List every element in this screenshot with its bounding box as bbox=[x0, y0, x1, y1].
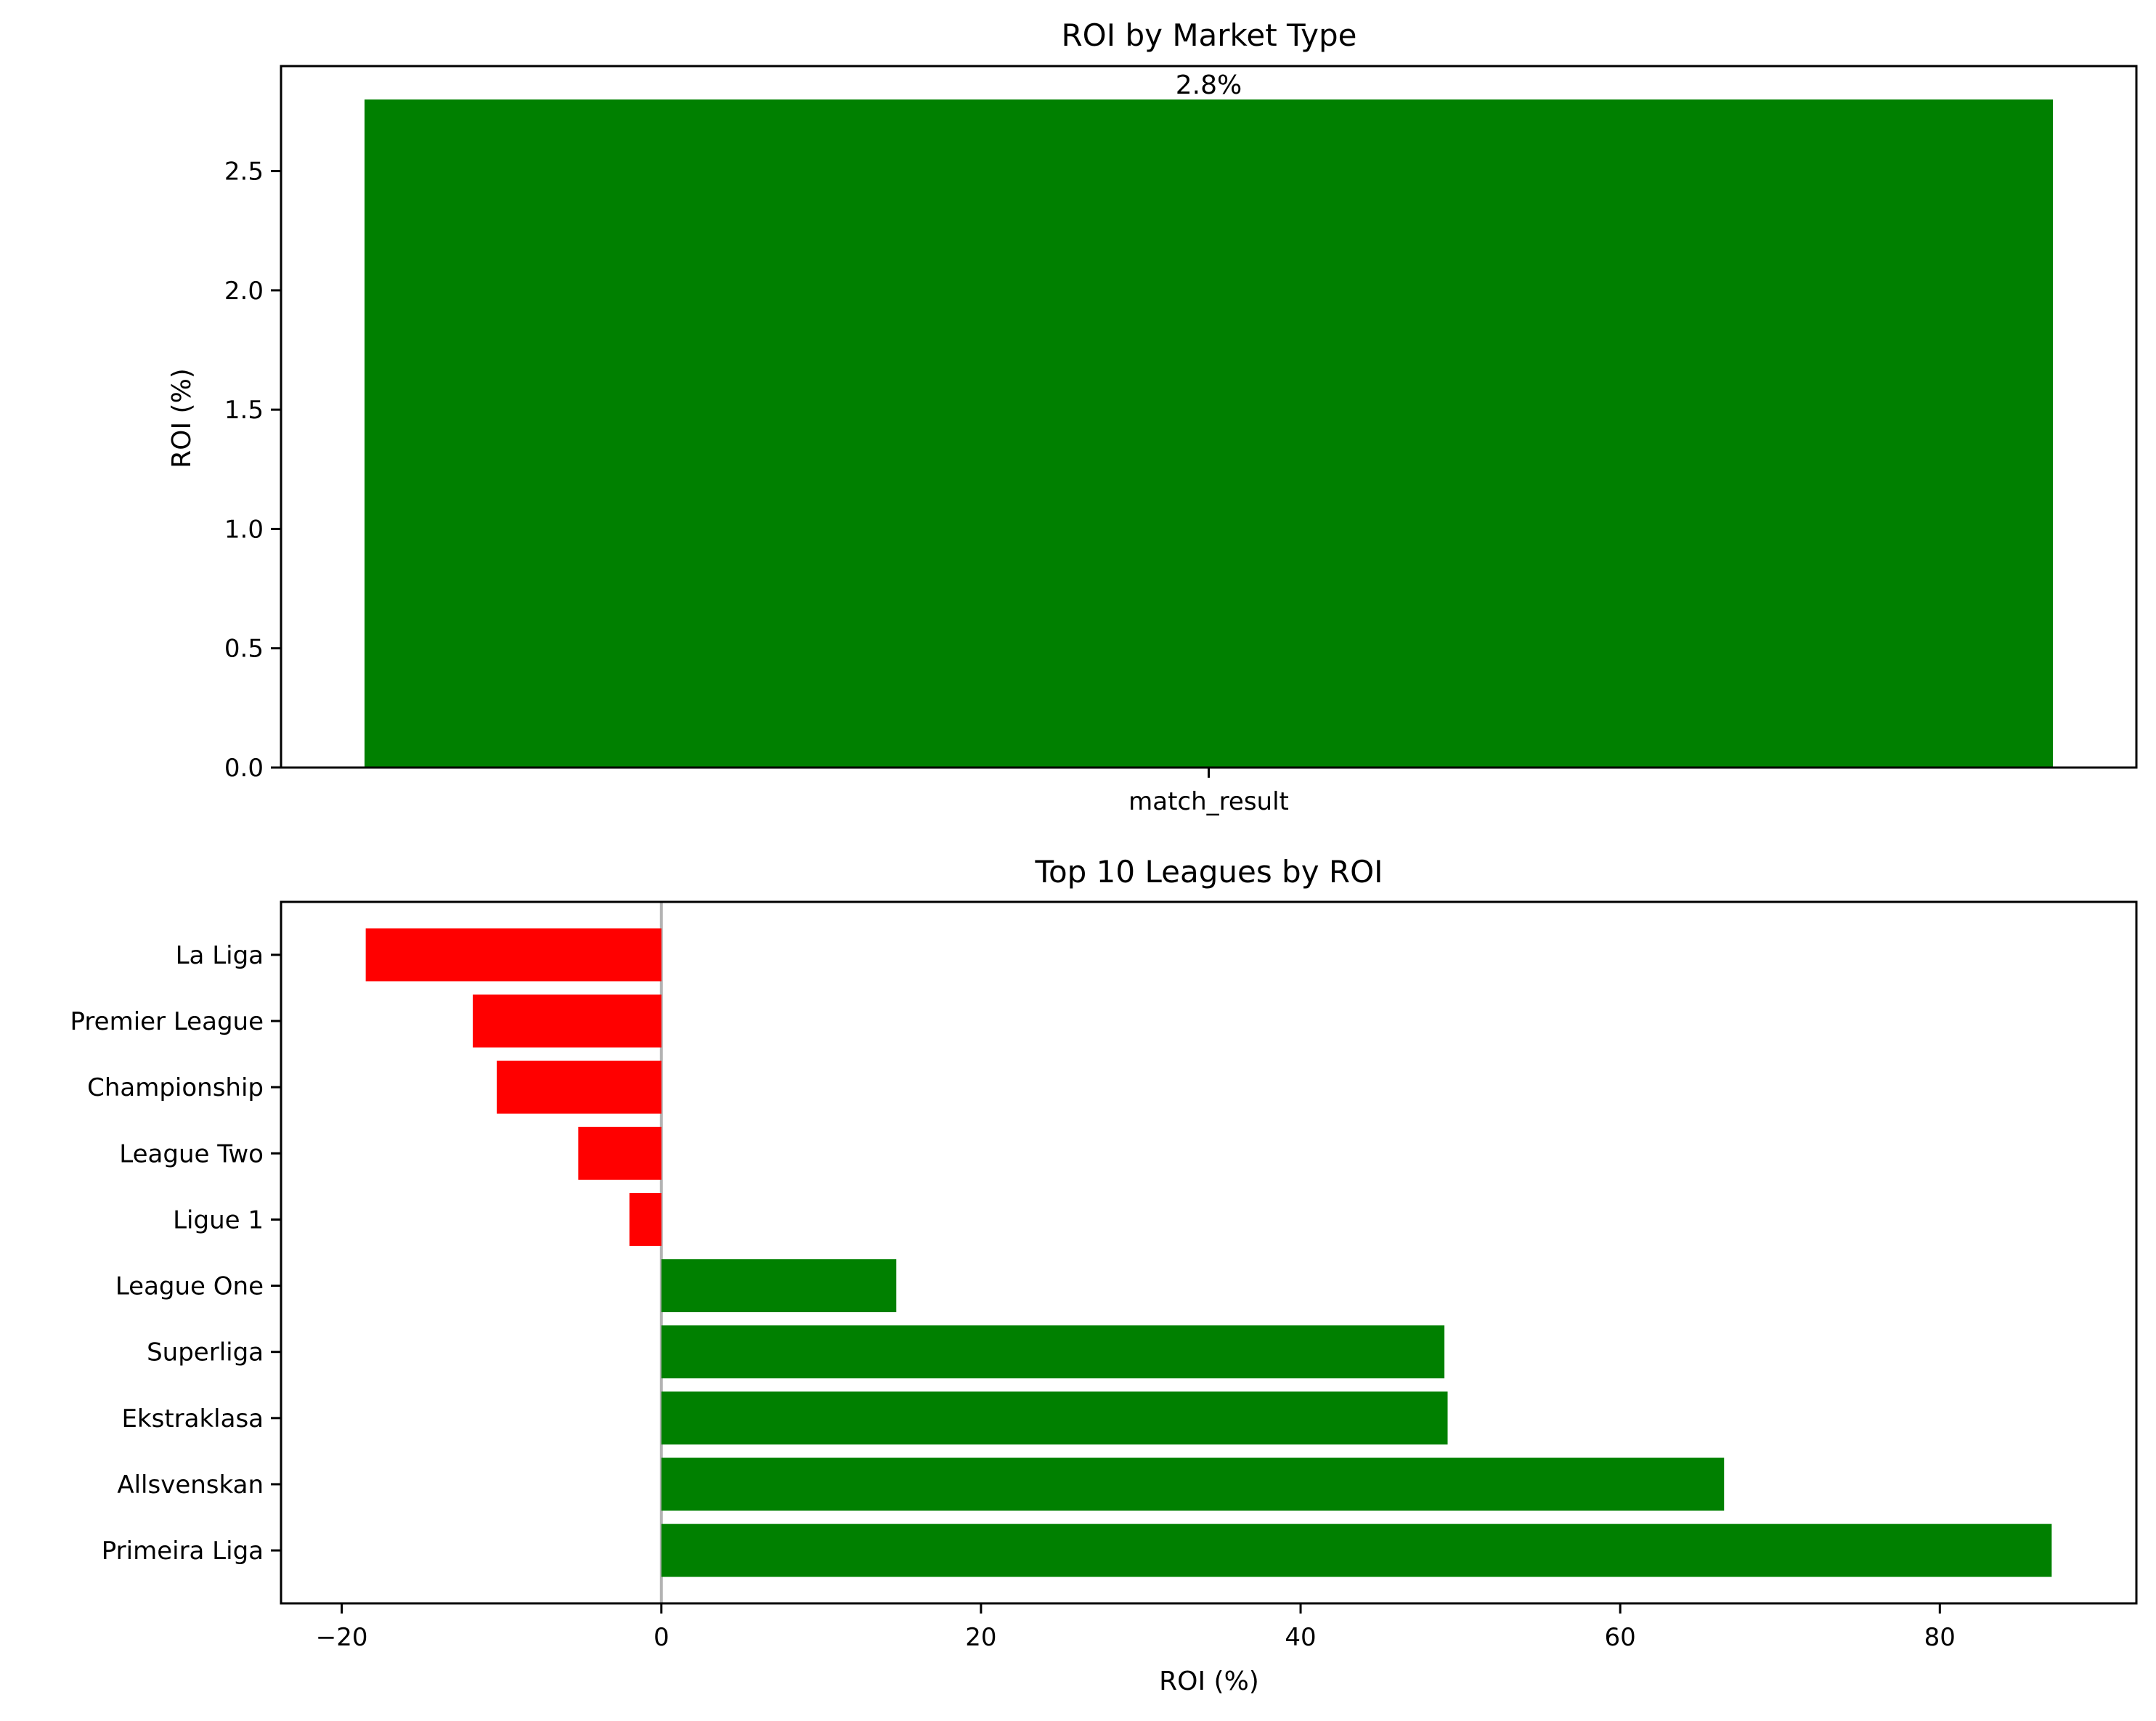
league-x-ticks: −20 0 20 40 60 80 bbox=[316, 1603, 1956, 1652]
y-tick-label: Ekstraklasa bbox=[121, 1404, 264, 1433]
y-tick-label: Championship bbox=[87, 1073, 264, 1102]
y-tick-label: League One bbox=[115, 1272, 264, 1301]
market-y-ticks: 0.0 0.5 1.0 1.5 2.0 2.5 bbox=[224, 158, 281, 783]
market-plot-frame bbox=[280, 65, 2138, 769]
x-tick-label: 80 bbox=[1924, 1623, 1956, 1652]
y-tick-label: La Liga bbox=[176, 941, 264, 970]
league-y-ticks: La Liga Premier League Championship League … bbox=[70, 941, 281, 1566]
y-tick-label: Premier League bbox=[70, 1007, 264, 1036]
y-tick-label: Ligue 1 bbox=[173, 1205, 264, 1234]
bar-la-liga bbox=[365, 928, 662, 982]
x-tick-label: 0 bbox=[654, 1623, 670, 1652]
y-tick-label: League Two bbox=[119, 1139, 264, 1168]
leagues-chart-title: Top 10 Leagues by ROI bbox=[1034, 854, 1383, 890]
x-tick-label: 40 bbox=[1285, 1623, 1316, 1652]
bar-primeira-liga bbox=[661, 1523, 2052, 1577]
league-bars bbox=[365, 902, 2052, 1603]
y-tick-label: Allsvenskan bbox=[117, 1470, 264, 1500]
market-type-chart: ROI by Market Type 2.8% 0.0 0.5 1.0 1.5 2.0 2… bbox=[167, 17, 2138, 816]
y-tick-label: Primeira Liga bbox=[102, 1537, 264, 1566]
market-bars: 2.8% bbox=[364, 70, 2054, 768]
y-tick-label: 2.0 bbox=[224, 277, 264, 306]
y-tick-label: 2.5 bbox=[224, 158, 264, 187]
x-tick-label: match_result bbox=[1128, 787, 1289, 816]
bar-ekstraklasa bbox=[661, 1391, 1448, 1445]
bar-value-label: 2.8% bbox=[1176, 70, 1242, 100]
bar-ligue-1 bbox=[629, 1192, 662, 1246]
bar-match-result bbox=[364, 99, 2054, 768]
y-tick-label: Superliga bbox=[147, 1338, 264, 1367]
market-chart-title: ROI by Market Type bbox=[1061, 17, 1356, 53]
y-tick-label: 1.0 bbox=[224, 515, 264, 544]
leagues-chart: Top 10 Leagues by ROI La Liga Premier Lea… bbox=[70, 854, 2138, 1696]
y-tick-label: 0.5 bbox=[224, 635, 264, 664]
bar-championship bbox=[497, 1060, 662, 1114]
bar-allsvenskan bbox=[661, 1457, 1725, 1511]
x-tick-label: 60 bbox=[1605, 1623, 1636, 1652]
market-x-ticks: match_result bbox=[1128, 768, 1289, 816]
bar-premier-league bbox=[473, 994, 662, 1048]
bar-league-two bbox=[578, 1126, 662, 1180]
x-tick-label: −20 bbox=[316, 1623, 368, 1652]
market-y-axis-label: ROI (%) bbox=[167, 368, 197, 468]
leagues-x-axis-label: ROI (%) bbox=[1159, 1667, 1259, 1696]
leagues-plot-frame bbox=[280, 900, 2138, 1605]
bar-league-one bbox=[661, 1259, 897, 1313]
y-tick-label: 0.0 bbox=[224, 754, 264, 783]
bar-superliga bbox=[661, 1325, 1445, 1379]
x-tick-label: 20 bbox=[965, 1623, 996, 1652]
y-tick-label: 1.5 bbox=[224, 396, 264, 425]
